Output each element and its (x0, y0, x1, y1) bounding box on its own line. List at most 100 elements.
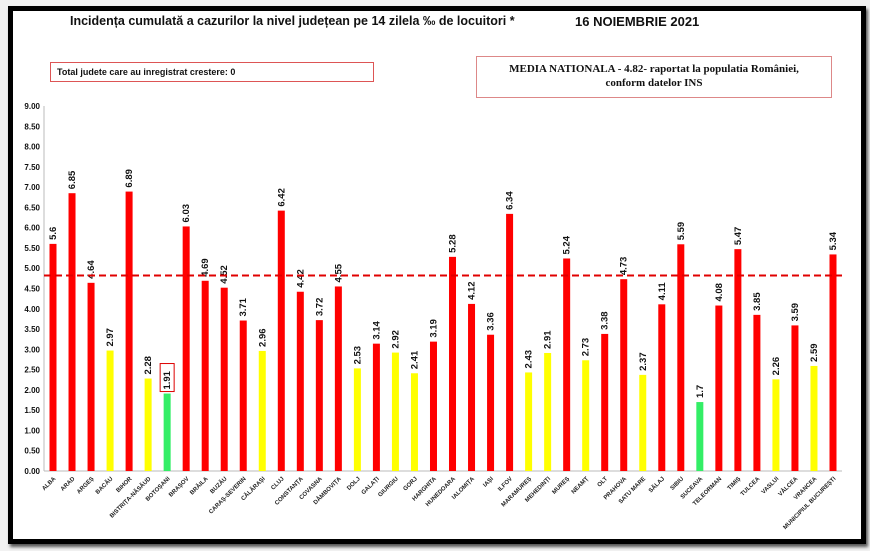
data-label: 1.91 (162, 370, 173, 389)
bar (163, 393, 171, 471)
x-tick-label: NEAMȚ (571, 476, 591, 496)
x-tick-label: ALBA (41, 476, 57, 492)
bar (49, 243, 57, 471)
bar (449, 256, 457, 471)
y-tick-label: 4.00 (24, 305, 40, 314)
data-label: 2.73 (581, 338, 592, 357)
bar (410, 373, 418, 471)
x-tick-label: IAȘI (482, 476, 495, 489)
bar (601, 333, 609, 471)
y-tick-label: 4.50 (24, 285, 40, 294)
data-label: 5.34 (828, 231, 839, 250)
increase-note: Total judete care au inregistrat crester… (50, 62, 374, 82)
bar (125, 191, 133, 472)
data-label: 4.11 (657, 282, 668, 301)
bar (829, 254, 837, 471)
bar (487, 334, 495, 471)
bar (353, 368, 361, 471)
data-label: 2.96 (257, 328, 268, 347)
data-label: 5.6 (48, 227, 59, 240)
y-tick-label: 7.50 (24, 163, 40, 172)
y-tick-label: 8.00 (24, 143, 40, 152)
bar (753, 314, 761, 471)
data-label: 3.71 (238, 297, 249, 316)
x-tick-label: SIBIU (670, 476, 686, 492)
bar (315, 320, 323, 471)
x-tick-label: DOLJ (346, 476, 362, 492)
average-label-line2: conform datelor INS (605, 77, 703, 89)
y-tick-label: 6.00 (24, 224, 40, 233)
data-label: 4.08 (714, 283, 725, 302)
bar (696, 402, 704, 471)
data-label: 4.42 (295, 269, 306, 288)
data-label: 4.64 (86, 260, 97, 279)
average-note: MEDIA NATIONALA - 4.82- raportat la popu… (476, 56, 832, 98)
y-tick-label: 3.50 (24, 325, 40, 334)
y-tick-label: 9.00 (24, 102, 40, 111)
y-tick-label: 5.00 (24, 264, 40, 273)
data-label: 3.19 (428, 319, 439, 338)
bar (810, 365, 818, 471)
y-tick-label: 0.50 (24, 447, 40, 456)
x-tick-label: BIHOR (116, 476, 134, 494)
data-label: 5.59 (676, 222, 687, 241)
data-label: 3.36 (486, 312, 497, 331)
x-tick-label: OLT (597, 476, 610, 489)
data-label: 2.26 (771, 357, 782, 376)
data-label: 6.85 (67, 170, 78, 189)
x-tick-label: ARGEȘ (76, 476, 95, 495)
y-tick-label: 7.00 (24, 183, 40, 192)
data-label: 5.24 (562, 235, 573, 254)
bar (506, 213, 514, 471)
data-label: 6.03 (181, 204, 192, 223)
bar (201, 280, 209, 471)
bar (68, 193, 76, 471)
x-tick-label: BRĂILA (189, 475, 210, 496)
data-label: 4.69 (200, 258, 211, 277)
bar (258, 350, 266, 471)
data-label: 5.28 (448, 234, 459, 253)
bar (677, 244, 685, 471)
data-label: 1.7 (695, 385, 706, 398)
data-label: 6.34 (505, 191, 516, 210)
bar (639, 374, 647, 471)
x-tick-label: CLUJ (270, 476, 285, 491)
x-tick-label: TIMIȘ (727, 476, 743, 492)
bar (391, 352, 399, 471)
bar (620, 279, 628, 471)
bar (468, 303, 476, 471)
x-tick-label: ARAD (60, 476, 77, 493)
bar (563, 258, 571, 471)
data-label: 3.59 (790, 303, 801, 322)
bar (220, 287, 228, 471)
bar (239, 320, 247, 471)
y-tick-label: 5.50 (24, 244, 40, 253)
x-tick-label: BUZĂU (209, 475, 229, 495)
data-label: 3.85 (752, 292, 763, 311)
data-label: 4.12 (467, 281, 478, 300)
bar (429, 341, 437, 471)
data-label: 5.47 (733, 227, 744, 246)
average-label-line1: MEDIA NATIONALA - 4.82- raportat la popu… (509, 63, 799, 75)
data-label: 3.72 (314, 298, 325, 317)
bar (296, 291, 304, 471)
bar (372, 343, 380, 471)
data-label: 4.52 (219, 265, 230, 284)
bar (791, 325, 799, 471)
highlight-box (159, 363, 175, 393)
y-tick-label: 8.50 (24, 122, 40, 131)
bar (772, 379, 780, 471)
y-tick-label: 3.00 (24, 345, 40, 354)
x-tick-label: GIURGIU (377, 476, 399, 498)
bar (87, 282, 95, 471)
x-tick-label: SĂLAJ (647, 475, 666, 494)
data-label: 3.14 (371, 320, 382, 339)
data-label: 2.91 (543, 330, 554, 349)
data-label: 2.37 (638, 352, 649, 371)
bar (106, 350, 114, 471)
bar (277, 210, 285, 471)
x-tick-label: ILFOV (497, 476, 514, 493)
bar (715, 305, 723, 471)
y-tick-label: 0.00 (24, 467, 40, 476)
